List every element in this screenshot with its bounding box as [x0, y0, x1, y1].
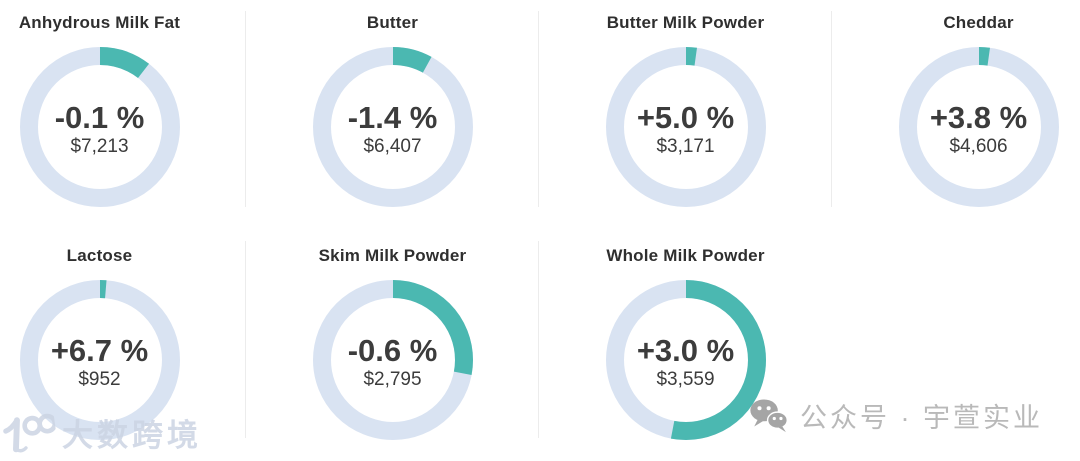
donut-arc — [19, 47, 180, 207]
donut-chart: -0.6 % $2,795 — [312, 280, 473, 443]
card-title: Lactose — [66, 246, 133, 265]
dashboard-row-2: Lactose +6.7 % $952 Skim Milk Powder — [0, 230, 1080, 461]
donut-chart: +3.8 % $4,606 — [898, 47, 1059, 210]
donut-center: +6.7 % $952 — [20, 283, 180, 443]
card-title: Butter Milk Powder — [606, 13, 765, 32]
dashboard-row-1: Anhydrous Milk Fat -0.1 % $7,213 Butter — [0, 0, 1080, 230]
donut-arc — [605, 47, 766, 207]
change-percent: +3.0 % — [636, 332, 735, 368]
donut-card: Lactose +6.7 % $952 — [0, 230, 246, 461]
price-value: $3,559 — [656, 369, 715, 391]
donut-card: Anhydrous Milk Fat -0.1 % $7,213 — [0, 0, 246, 230]
change-percent: -0.1 % — [54, 99, 145, 135]
donut-arc — [898, 47, 1059, 207]
price-value: $2,795 — [363, 369, 422, 391]
change-percent: -0.6 % — [347, 332, 438, 368]
donut-card: Butter -1.4 % $6,407 — [246, 0, 539, 230]
card-title: Anhydrous Milk Fat — [18, 13, 181, 32]
donut-arc — [19, 280, 180, 440]
donut-center: +3.8 % $4,606 — [899, 50, 1059, 210]
donut-card: Whole Milk Powder +3.0 % $3,559 — [539, 230, 832, 461]
card-title: Skim Milk Powder — [318, 246, 467, 265]
donut-chart: +5.0 % $3,171 — [605, 47, 766, 210]
donut-svg — [312, 280, 473, 440]
donut-svg — [605, 280, 766, 440]
card-title: Cheddar — [943, 13, 1014, 32]
donut-arc — [312, 280, 473, 440]
donut-center: +5.0 % $3,171 — [606, 50, 766, 210]
donut-center: +3.0 % $3,559 — [606, 283, 766, 443]
donut-chart: +6.7 % $952 — [19, 280, 180, 443]
price-value: $7,213 — [70, 136, 129, 158]
donut-svg — [19, 280, 180, 440]
price-value: $6,407 — [363, 136, 422, 158]
donut-chart: +3.0 % $3,559 — [605, 280, 766, 443]
change-percent: +6.7 % — [50, 332, 149, 368]
donut-card: Butter Milk Powder +5.0 % $3,171 — [539, 0, 832, 230]
price-value: $4,606 — [949, 136, 1008, 158]
donut-center: -0.1 % $7,213 — [20, 50, 180, 210]
change-percent: +5.0 % — [636, 99, 735, 135]
donut-svg — [312, 47, 473, 207]
donut-arc — [312, 47, 473, 207]
donut-svg — [898, 47, 1059, 207]
donut-card: Skim Milk Powder -0.6 % $2,795 — [246, 230, 539, 461]
donut-svg — [19, 47, 180, 207]
card-title: Whole Milk Powder — [606, 246, 765, 265]
price-value: $3,171 — [656, 136, 715, 158]
change-percent: +3.8 % — [929, 99, 1028, 135]
donut-card: Cheddar +3.8 % $4,606 — [832, 0, 1080, 230]
donut-svg — [605, 47, 766, 207]
donut-arc — [605, 280, 766, 440]
donut-chart: -0.1 % $7,213 — [19, 47, 180, 210]
donut-chart: -1.4 % $6,407 — [312, 47, 473, 210]
change-percent: -1.4 % — [347, 99, 438, 135]
price-value: $952 — [78, 369, 121, 391]
donut-center: -0.6 % $2,795 — [313, 283, 473, 443]
card-title: Butter — [366, 13, 419, 32]
donut-center: -1.4 % $6,407 — [313, 50, 473, 210]
